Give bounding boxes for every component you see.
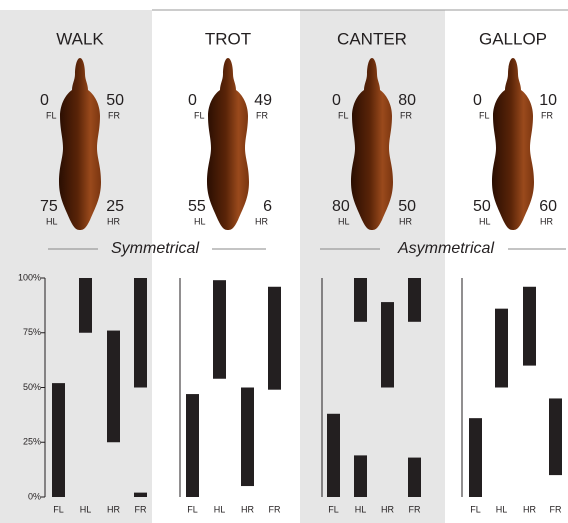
x-tick-label: FL <box>53 504 64 514</box>
footfall-leg: FL <box>479 110 490 120</box>
stance-bar <box>408 278 421 322</box>
group-label: Symmetrical <box>111 240 199 257</box>
stance-bar <box>107 331 120 443</box>
x-tick-label: HL <box>214 504 226 514</box>
footfall-leg: HR <box>399 216 412 226</box>
stance-bar <box>213 280 226 379</box>
stance-bar <box>495 309 508 388</box>
stance-bar <box>354 455 367 497</box>
footfall-leg: FL <box>46 110 57 120</box>
footfall-value: 50 <box>106 92 124 109</box>
y-tick-label: 100% <box>18 272 41 282</box>
footfall-value: 80 <box>332 198 350 215</box>
footfall-value: 0 <box>40 92 49 109</box>
stance-bar <box>469 418 482 497</box>
stance-bar <box>241 388 254 487</box>
x-tick-label: FR <box>409 504 421 514</box>
footfall-leg: HR <box>107 216 120 226</box>
stance-bar <box>381 302 394 387</box>
y-tick-label: 75% <box>23 327 41 337</box>
x-tick-label: FL <box>328 504 339 514</box>
footfall-value: 6 <box>263 198 272 215</box>
stance-bar <box>523 287 536 366</box>
stance-bar <box>134 278 147 388</box>
figure: Symmetrical Asymmetrical WALK0FL50FR75HL… <box>0 0 568 523</box>
stance-bar <box>354 278 367 322</box>
x-tick-label: HL <box>80 504 92 514</box>
footfall-value: 50 <box>398 198 416 215</box>
gait-title: TROT <box>205 29 251 48</box>
stance-bar <box>408 458 421 497</box>
x-tick-label: FL <box>187 504 198 514</box>
footfall-value: 10 <box>539 92 557 109</box>
footfall-value: 75 <box>40 198 58 215</box>
x-tick-label: HR <box>241 504 254 514</box>
footfall-leg: HL <box>194 216 206 226</box>
footfall-leg: HR <box>255 216 268 226</box>
y-tick-label: 0% <box>28 491 41 501</box>
stance-bar <box>134 493 147 497</box>
stance-bar <box>327 414 340 497</box>
footfall-value: 80 <box>398 92 416 109</box>
y-tick-label: 25% <box>23 437 41 447</box>
stance-bar <box>549 398 562 475</box>
footfall-leg: FR <box>108 110 120 120</box>
x-tick-label: HR <box>381 504 394 514</box>
x-tick-label: HR <box>107 504 120 514</box>
footfall-value: 55 <box>188 198 206 215</box>
stance-bar <box>52 383 65 497</box>
horse-silhouette <box>492 58 534 230</box>
gait-title: GALLOP <box>479 29 547 48</box>
footfall-value: 60 <box>539 198 557 215</box>
x-tick-label: FR <box>269 504 281 514</box>
x-tick-label: FR <box>135 504 147 514</box>
x-tick-label: FR <box>550 504 562 514</box>
footfall-leg: HL <box>46 216 58 226</box>
footfall-value: 49 <box>254 92 272 109</box>
footfall-leg: FL <box>194 110 205 120</box>
footfall-leg: HL <box>479 216 491 226</box>
footfall-leg: HR <box>540 216 553 226</box>
stance-bar <box>79 278 92 333</box>
gait-title: CANTER <box>337 29 407 48</box>
footfall-value: 25 <box>106 198 124 215</box>
footfall-leg: FR <box>400 110 412 120</box>
stance-bar <box>268 287 281 390</box>
footfall-value: 50 <box>473 198 491 215</box>
y-tick-label: 50% <box>23 382 41 392</box>
footfall-leg: HL <box>338 216 350 226</box>
group-label: Asymmetrical <box>397 240 494 257</box>
footfall-leg: FR <box>541 110 553 120</box>
footfall-leg: FR <box>256 110 268 120</box>
stance-bar <box>186 394 199 497</box>
x-tick-label: FL <box>470 504 481 514</box>
horse-silhouette <box>207 58 249 230</box>
gait-title: WALK <box>56 29 104 48</box>
x-tick-label: HL <box>355 504 367 514</box>
footfall-value: 0 <box>332 92 341 109</box>
footfall-value: 0 <box>473 92 482 109</box>
x-tick-label: HL <box>496 504 508 514</box>
footfall-value: 0 <box>188 92 197 109</box>
x-tick-label: HR <box>523 504 536 514</box>
footfall-leg: FL <box>338 110 349 120</box>
